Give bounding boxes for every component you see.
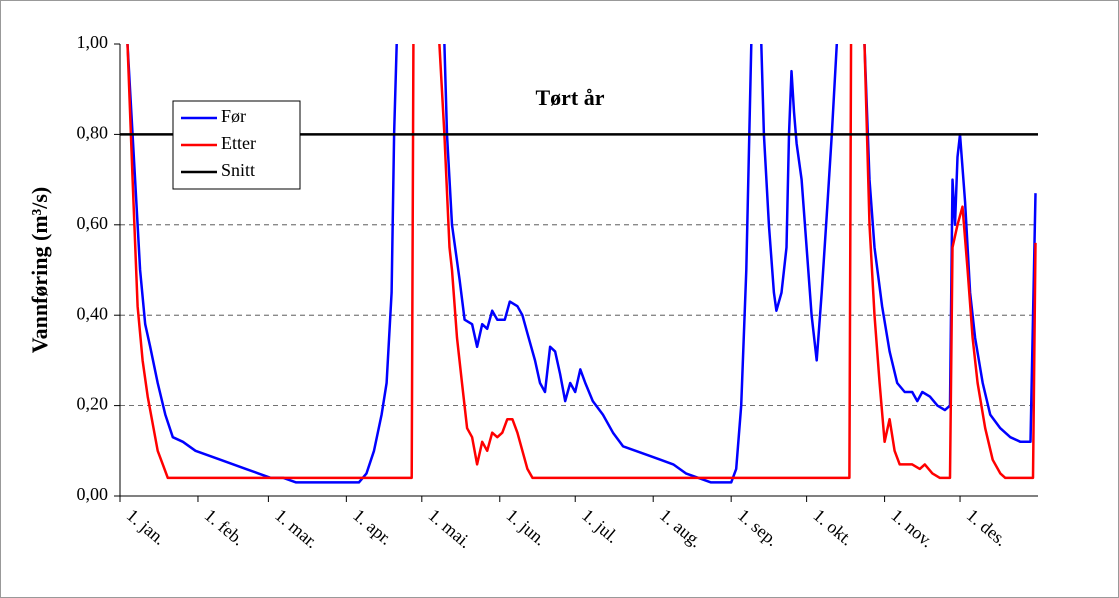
annotation: Tørt år bbox=[535, 85, 604, 110]
y-tick-label: 0,20 bbox=[77, 394, 109, 414]
legend-label: Før bbox=[221, 106, 246, 126]
y-axis-label: Vannføring (m³/s) bbox=[27, 187, 52, 354]
y-tick-label: 1,00 bbox=[77, 32, 109, 52]
y-tick-label: 0,60 bbox=[77, 213, 109, 233]
legend-label: Snitt bbox=[221, 160, 255, 180]
line-series bbox=[126, 44, 1037, 480]
y-tick-label: 0,00 bbox=[77, 484, 109, 504]
legend-label: Etter bbox=[221, 133, 256, 153]
y-tick-label: 0,40 bbox=[77, 303, 109, 323]
y-tick-label: 0,80 bbox=[77, 123, 109, 143]
line-series bbox=[126, 44, 1037, 484]
